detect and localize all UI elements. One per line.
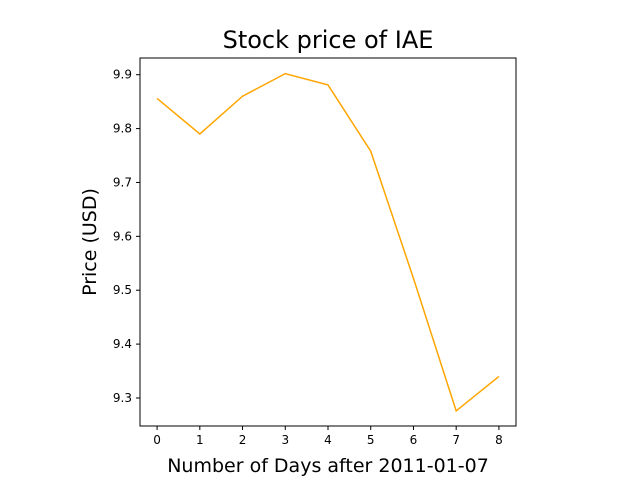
x-tick-label: 5	[367, 433, 375, 447]
y-tick-label: 9.5	[113, 283, 132, 297]
y-tick-label: 9.9	[113, 68, 132, 82]
chart-title: Stock price of IAE	[223, 26, 434, 54]
y-tick-label: 9.7	[113, 175, 132, 189]
x-tick-label: 4	[324, 433, 332, 447]
price-series-line	[156, 72, 500, 413]
x-tick-label: 8	[495, 433, 503, 447]
y-tick-label: 9.4	[113, 337, 132, 351]
y-tick-label: 9.3	[113, 391, 132, 405]
x-tick-label: 1	[196, 433, 204, 447]
x-tick-label: 2	[239, 433, 247, 447]
y-tick-label: 9.6	[113, 229, 132, 243]
y-tick-label: 9.8	[113, 122, 132, 136]
y-axis-ticks: 9.3 9.4 9.5 9.6 9.7 9.8 9.9	[113, 68, 140, 405]
x-tick-label: 6	[410, 433, 418, 447]
x-axis-ticks: 0 1 2 3 4 5 6 7 8	[153, 426, 503, 447]
x-tick-label: 0	[153, 433, 161, 447]
x-tick-label: 3	[281, 433, 289, 447]
y-axis-label: Price (USD)	[79, 188, 101, 296]
x-tick-label: 7	[452, 433, 460, 447]
plot-frame	[139, 57, 517, 427]
x-axis-label: Number of Days after 2011-01-07	[167, 455, 489, 477]
